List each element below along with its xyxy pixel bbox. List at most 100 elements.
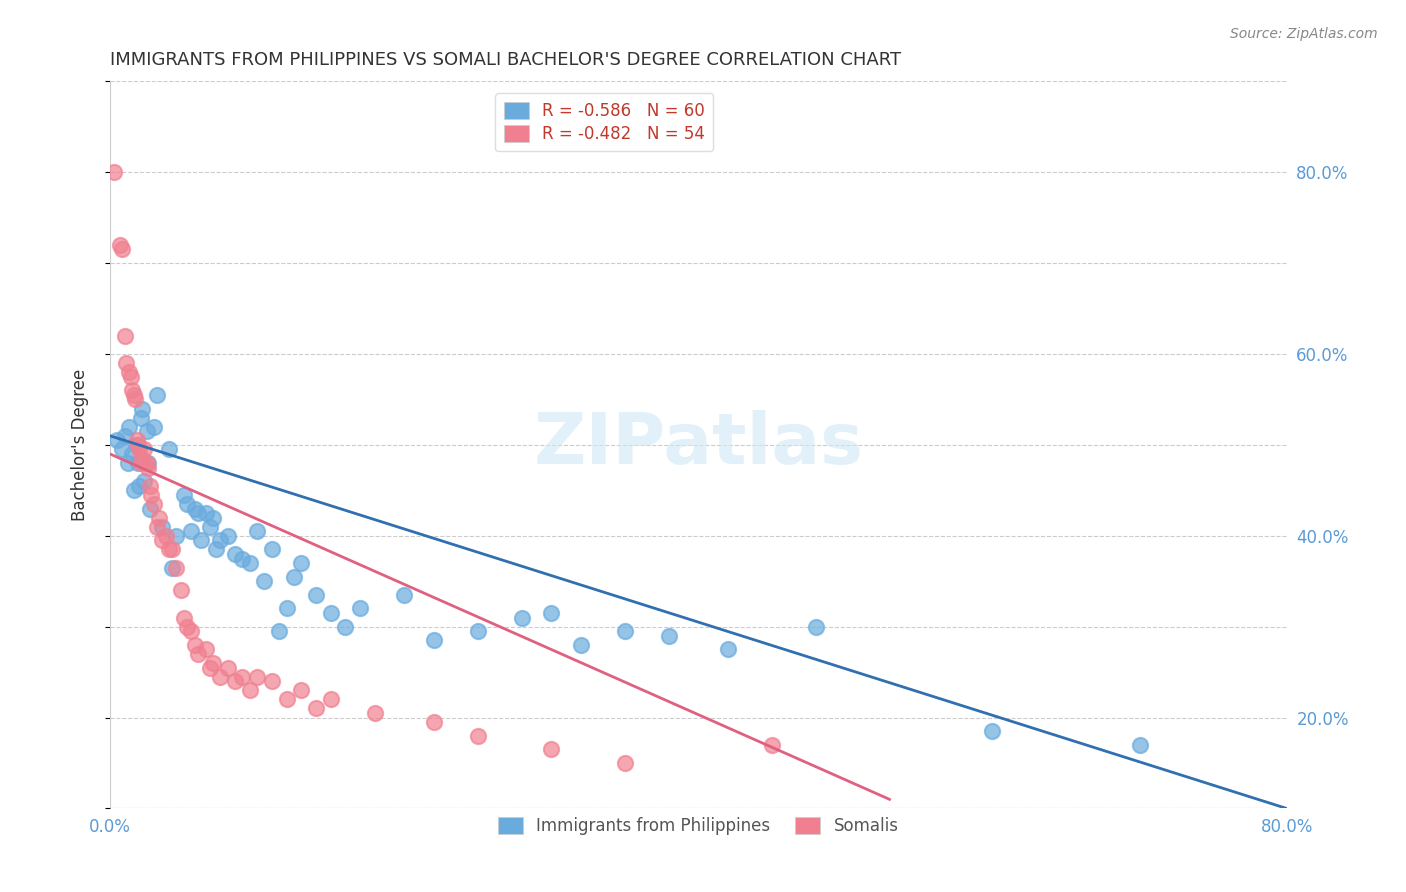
Point bbox=[118, 365, 141, 379]
Point bbox=[135, 456, 157, 470]
Point bbox=[305, 588, 328, 602]
Point bbox=[290, 556, 312, 570]
Point bbox=[131, 401, 153, 416]
Point bbox=[160, 560, 183, 574]
Point bbox=[209, 533, 232, 548]
Point bbox=[127, 438, 149, 452]
Point bbox=[132, 442, 155, 457]
Point bbox=[114, 429, 136, 443]
Point bbox=[148, 510, 170, 524]
Point bbox=[176, 620, 198, 634]
Point bbox=[239, 556, 262, 570]
Point bbox=[422, 633, 444, 648]
Point bbox=[290, 683, 312, 698]
Point bbox=[114, 328, 136, 343]
Point bbox=[184, 638, 207, 652]
Point bbox=[202, 656, 225, 670]
Text: Source: ZipAtlas.com: Source: ZipAtlas.com bbox=[1230, 27, 1378, 41]
Point bbox=[111, 442, 134, 457]
Point bbox=[540, 742, 562, 756]
Point bbox=[194, 642, 217, 657]
Point bbox=[540, 606, 562, 620]
Point bbox=[184, 501, 207, 516]
Point bbox=[139, 501, 162, 516]
Point bbox=[176, 497, 198, 511]
Point bbox=[231, 670, 253, 684]
Point bbox=[283, 570, 305, 584]
Point bbox=[121, 384, 143, 398]
Point bbox=[155, 529, 177, 543]
Point bbox=[129, 410, 152, 425]
Point bbox=[224, 674, 246, 689]
Point bbox=[120, 369, 142, 384]
Point bbox=[136, 460, 159, 475]
Point bbox=[717, 642, 740, 657]
Point bbox=[246, 670, 269, 684]
Point bbox=[146, 388, 169, 402]
Point bbox=[198, 660, 221, 674]
Point bbox=[125, 438, 148, 452]
Point bbox=[139, 479, 162, 493]
Point bbox=[143, 497, 166, 511]
Point bbox=[132, 475, 155, 489]
Point bbox=[143, 419, 166, 434]
Point bbox=[239, 683, 262, 698]
Point bbox=[127, 456, 149, 470]
Point bbox=[231, 551, 253, 566]
Point bbox=[613, 624, 636, 639]
Point bbox=[260, 674, 283, 689]
Point bbox=[209, 670, 232, 684]
Point bbox=[761, 738, 783, 752]
Point bbox=[107, 434, 129, 448]
Point bbox=[141, 488, 163, 502]
Point bbox=[157, 542, 180, 557]
Point bbox=[202, 510, 225, 524]
Point bbox=[135, 424, 157, 438]
Point bbox=[146, 519, 169, 533]
Point bbox=[224, 547, 246, 561]
Point bbox=[392, 588, 415, 602]
Point bbox=[319, 606, 342, 620]
Point bbox=[613, 756, 636, 770]
Point bbox=[276, 601, 298, 615]
Point bbox=[246, 524, 269, 539]
Point bbox=[118, 419, 141, 434]
Point bbox=[110, 238, 132, 252]
Point bbox=[180, 624, 202, 639]
Point bbox=[128, 479, 150, 493]
Point bbox=[467, 729, 489, 743]
Point bbox=[173, 610, 195, 624]
Point bbox=[253, 574, 276, 589]
Point bbox=[180, 524, 202, 539]
Point bbox=[981, 724, 1004, 739]
Point bbox=[111, 243, 134, 257]
Point bbox=[129, 456, 152, 470]
Point bbox=[122, 388, 145, 402]
Point bbox=[160, 542, 183, 557]
Point bbox=[115, 356, 138, 370]
Point bbox=[422, 715, 444, 730]
Point bbox=[117, 456, 139, 470]
Point bbox=[150, 533, 173, 548]
Point bbox=[364, 706, 387, 720]
Legend: Immigrants from Philippines, Somalis: Immigrants from Philippines, Somalis bbox=[489, 809, 907, 844]
Point bbox=[217, 529, 239, 543]
Point bbox=[349, 601, 371, 615]
Point bbox=[187, 506, 209, 520]
Text: IMMIGRANTS FROM PHILIPPINES VS SOMALI BACHELOR'S DEGREE CORRELATION CHART: IMMIGRANTS FROM PHILIPPINES VS SOMALI BA… bbox=[110, 51, 901, 69]
Point bbox=[157, 442, 180, 457]
Point bbox=[1128, 738, 1150, 752]
Point bbox=[103, 165, 125, 179]
Point bbox=[150, 519, 173, 533]
Point bbox=[131, 451, 153, 466]
Point bbox=[121, 447, 143, 461]
Point bbox=[169, 583, 191, 598]
Point bbox=[804, 620, 827, 634]
Point bbox=[173, 488, 195, 502]
Point bbox=[205, 542, 228, 557]
Point bbox=[128, 442, 150, 457]
Point bbox=[276, 692, 298, 706]
Point bbox=[165, 560, 187, 574]
Point bbox=[136, 456, 159, 470]
Point bbox=[569, 638, 592, 652]
